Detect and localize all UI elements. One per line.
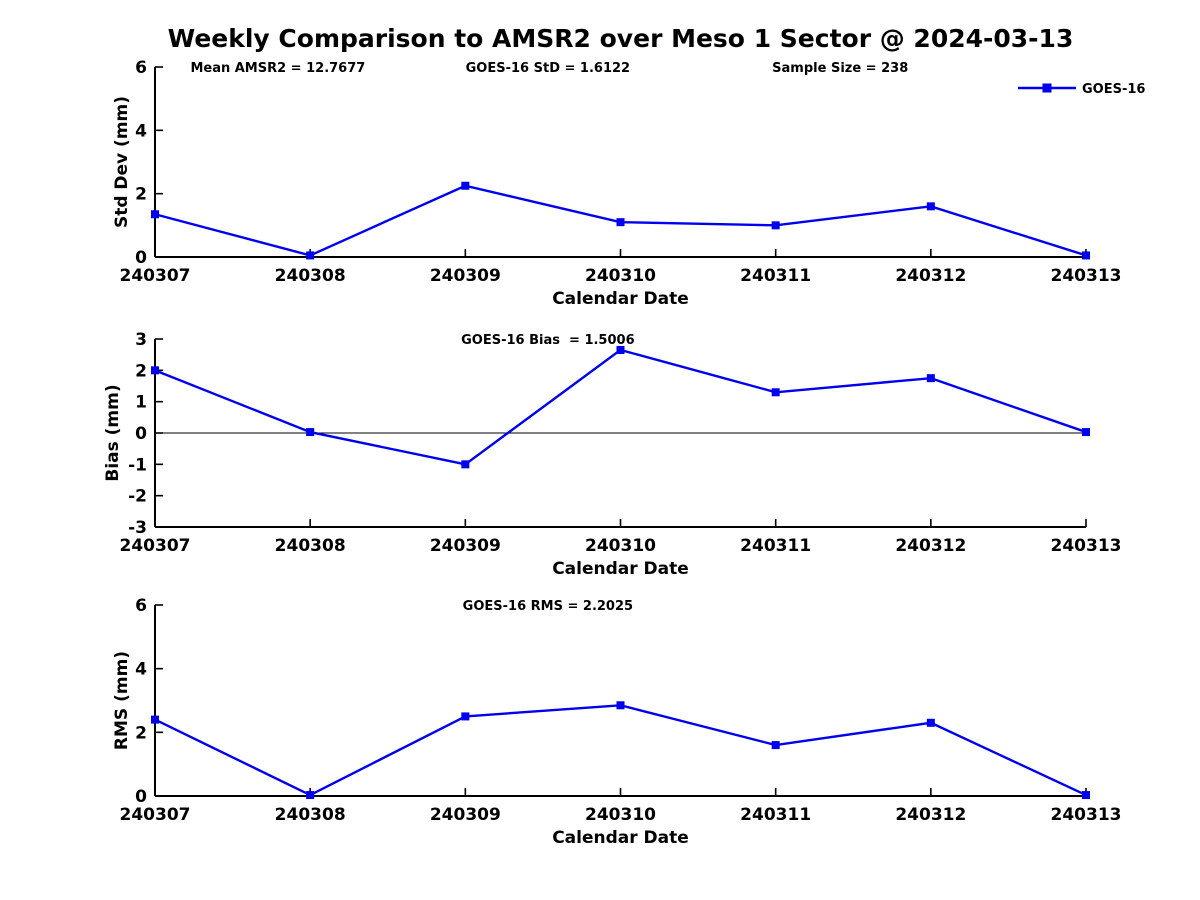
data-point-marker (926, 202, 935, 211)
annotation-text: Sample Size = 238 (772, 61, 908, 76)
data-point-marker (151, 366, 159, 375)
y-tick-label: 0 (135, 248, 147, 268)
x-axis-label: Calendar Date (552, 289, 689, 309)
data-point-marker (926, 374, 935, 383)
data-point-marker (151, 210, 159, 219)
y-tick-label: -2 (128, 487, 147, 507)
data-point-marker (461, 460, 470, 469)
y-tick-label: 4 (135, 660, 147, 680)
data-line-goes-16 (154, 704, 1087, 797)
subplot-3: 0 2 4 6 240307 240308 240309 240310 240311 240312… (112, 596, 1121, 848)
x-tick-label: 240309 (430, 536, 501, 556)
x-tick-label: 240308 (275, 266, 346, 286)
x-axis-label: Calendar Date (552, 828, 689, 848)
x-tick-label: 240312 (895, 536, 966, 556)
data-line-goes-16 (154, 348, 1087, 466)
y-axis-label: RMS (mm) (112, 651, 132, 750)
data-point-marker (461, 712, 470, 721)
x-tick-label: 240313 (1051, 805, 1122, 825)
data-point-marker (1082, 428, 1090, 437)
y-tick-label: 2 (135, 185, 147, 205)
x-tick-label: 240310 (585, 266, 656, 286)
legend-label: GOES-16 (1082, 82, 1145, 97)
legend-marker (1042, 83, 1052, 93)
legend: GOES-16 (1018, 82, 1145, 97)
data-point-marker (926, 718, 935, 727)
data-point-marker (771, 741, 780, 750)
x-tick-label: 240309 (430, 266, 501, 286)
y-tick-label: 6 (135, 58, 147, 78)
x-axis-label: Calendar Date (552, 559, 689, 579)
chart-title: Weekly Comparison to AMSR2 over Meso 1 S… (167, 24, 1074, 53)
x-tick-label: 240311 (740, 266, 811, 286)
y-axis-label: Std Dev (mm) (112, 96, 132, 228)
subplot-1: 0 2 4 6 240307 240308 240309 240310 240311 240312… (112, 58, 1145, 309)
x-tick-label: 240311 (740, 536, 811, 556)
x-tick-label: 240308 (275, 805, 346, 825)
data-point-marker (306, 791, 315, 800)
y-axis-label: Bias (mm) (103, 384, 123, 481)
data-point-marker (1082, 251, 1090, 260)
x-tick-label: 240313 (1051, 536, 1122, 556)
y-tick-label: 2 (135, 361, 147, 381)
x-tick-label: 240310 (585, 805, 656, 825)
x-tick-label: 240307 (120, 266, 191, 286)
data-point-marker (616, 701, 625, 710)
y-tick-label: 0 (135, 424, 147, 444)
y-tick-label: 2 (135, 723, 147, 743)
y-tick-label: 1 (135, 393, 147, 413)
x-tick-label: 240307 (120, 536, 191, 556)
x-tick-label: 240312 (895, 266, 966, 286)
x-tick-label: 240310 (585, 536, 656, 556)
data-point-marker (306, 251, 315, 260)
annotation-text: GOES-16 RMS = 2.2025 (463, 599, 633, 614)
data-point-marker (151, 715, 159, 724)
annotation-text: GOES-16 Bias = 1.5006 (461, 333, 635, 348)
x-tick-label: 240308 (275, 536, 346, 556)
annotation-text: Mean AMSR2 = 12.7677 (190, 61, 365, 76)
data-point-marker (771, 388, 780, 397)
x-tick-label: 240312 (895, 805, 966, 825)
x-tick-label: 240307 (120, 805, 191, 825)
data-point-marker (461, 181, 470, 190)
data-point-marker (616, 345, 625, 354)
y-tick-label: 3 (135, 330, 147, 350)
data-point-marker (771, 221, 780, 230)
y-tick-label: -1 (128, 455, 147, 475)
y-tick-label: 4 (135, 121, 147, 141)
y-tick-label: -3 (128, 518, 147, 538)
annotation-text: GOES-16 StD = 1.6122 (466, 61, 630, 76)
x-tick-label: 240313 (1051, 266, 1122, 286)
data-point-marker (306, 428, 315, 437)
y-tick-label: 6 (135, 596, 147, 616)
x-tick-label: 240311 (740, 805, 811, 825)
data-point-marker (616, 218, 625, 227)
y-tick-label: 0 (135, 787, 147, 807)
x-tick-label: 240309 (430, 805, 501, 825)
data-point-marker (1082, 791, 1090, 800)
